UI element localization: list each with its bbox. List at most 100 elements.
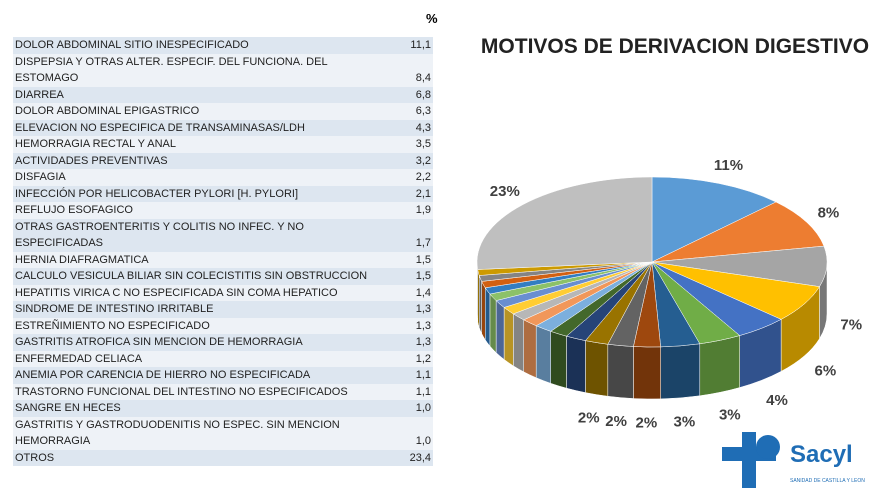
logo-name: Sacyl	[790, 441, 853, 468]
table-header: %	[426, 11, 438, 26]
table-row: HEMORRAGIA RECTAL Y ANAL 3,5	[13, 136, 433, 153]
cell-name: HEPATITIS VIRICA C NO ESPECIFICADA SIN C…	[15, 286, 338, 299]
pie-side	[495, 300, 505, 360]
logo: Sacyl SANIDAD DE CASTILLA Y LEON	[722, 432, 865, 488]
table-row: REFLUJO ESOFAGICO 1,9	[13, 202, 433, 219]
cell-name: DOLOR ABDOMINAL EPIGASTRICO	[15, 105, 200, 117]
cell-name: REFLUJO ESOFAGICO	[15, 204, 133, 216]
table: DOLOR ABDOMINAL SITIO INESPECIFICADO 11,1…	[13, 37, 433, 466]
table-row: ELEVACION NO ESPECIFICA DE TRANSAMINASAS…	[13, 119, 433, 136]
pie-slice	[651, 176, 777, 263]
table-row: GASTRITIS Y GASTRODUODENITIS NO ESPEC. S…	[13, 416, 433, 450]
table-row: SINDROME DE INTESTINO IRRITABLE 1,3	[13, 301, 433, 318]
table-row: HEPATITIS VIRICA C NO ESPECIFICADA SIN C…	[13, 284, 433, 301]
pie-side	[489, 293, 497, 354]
cell-value: 1,3	[415, 319, 431, 332]
chart-title: MOTIVOS DE DERIVACION DIGESTIVO	[481, 35, 869, 58]
table-row: SANGRE EN HECES 1,0	[13, 400, 433, 417]
cell-name: GASTRITIS ATROFICA SIN MENCION DE HEMORR…	[15, 336, 303, 348]
cell-name: ANEMIA POR CARENCIA DE HIERRO NO ESPECIF…	[15, 369, 311, 381]
table-row: DIARREA 6,8	[13, 86, 433, 103]
table-row: ANEMIA POR CARENCIA DE HIERRO NO ESPECIF…	[13, 367, 433, 384]
pie-side	[523, 319, 537, 379]
cell-name: TRASTORNO FUNCIONAL DEL INTESTINO NO ESP…	[15, 385, 348, 398]
table-row: CALCULO VESICULA BILIAR SIN COLECISTITIS…	[13, 268, 433, 285]
cell-value: 1,5	[415, 270, 431, 282]
cell-value: 4,3	[415, 121, 431, 134]
data-label: 6%	[815, 362, 837, 379]
cell-name: SINDROME DE INTESTINO IRRITABLE	[15, 303, 214, 315]
pie-side	[503, 306, 514, 367]
cell-name: SANGRE EN HECES	[15, 402, 121, 414]
pie-side	[535, 325, 552, 384]
table-row: HERNIA DIAFRAGMATICA 1,5	[13, 251, 433, 268]
table-row: TRASTORNO FUNCIONAL DEL INTESTINO NO ESP…	[13, 383, 433, 400]
pie-side	[633, 346, 661, 400]
cell-value: 6,3	[415, 105, 431, 117]
data-label: 2%	[605, 413, 627, 430]
cell-name: ELEVACION NO ESPECIFICA DE TRANSAMINASAS…	[15, 121, 305, 134]
data-label: 4%	[766, 392, 788, 409]
cell-value: 23,4	[409, 451, 431, 464]
pie-side	[585, 340, 609, 397]
cell-name: ENFERMEDAD CELIACA	[15, 352, 143, 365]
table-row: DISFAGIA 2,2	[13, 169, 433, 186]
pie-side	[476, 261, 478, 322]
cell-value: 3,5	[415, 138, 431, 150]
cell-value: 2,1	[415, 187, 431, 200]
cell-value: 1,3	[415, 303, 431, 315]
data-label: 8%	[818, 205, 840, 222]
pie-slice	[476, 176, 653, 270]
cell-value: 11,1	[410, 39, 431, 51]
pie-side	[478, 275, 482, 334]
table-row: DISPEPSIA Y OTRAS ALTER. ESPECIF. DEL FU…	[13, 53, 433, 87]
table-row: OTRAS GASTROENTERITIS Y COLITIS NO INFEC…	[13, 218, 433, 252]
cell-value: 1,2	[415, 352, 431, 365]
table-row: DOLOR ABDOMINAL SITIO INESPECIFICADO 11,1	[13, 37, 433, 54]
pie-slice	[651, 201, 825, 263]
table-row: INFECCIÓN POR HELICOBACTER PYLORI [H. PY…	[13, 185, 433, 202]
table-row: ESTREÑIMIENTO NO ESPECIFICADO 1,3	[13, 317, 433, 334]
pie-side	[513, 313, 524, 373]
cell-name: ESTREÑIMIENTO NO ESPECIFICADO	[15, 319, 210, 332]
logo-subtitle: SANIDAD DE CASTILLA Y LEON	[790, 478, 865, 484]
table-row: GASTRITIS ATROFICA SIN MENCION DE HEMORR…	[13, 334, 433, 351]
pie-side	[550, 330, 567, 389]
cell-value: 1,0	[415, 402, 431, 414]
cell-name: HEMORRAGIA RECTAL Y ANAL	[15, 138, 176, 150]
cell-name: ACTIVIDADES PREVENTIVAS	[15, 154, 168, 167]
pie-side	[660, 343, 701, 400]
data-label: 2%	[635, 415, 657, 432]
cell-name: DIARREA	[15, 88, 64, 101]
cell-name: DOLOR ABDOMINAL SITIO INESPECIFICADO	[15, 39, 249, 51]
cell-value: 1,4	[415, 286, 431, 299]
cell-name: INFECCIÓN POR HELICOBACTER PYLORI [H. PY…	[15, 187, 298, 200]
cell-name: CALCULO VESICULA BILIAR SIN COLECISTITIS…	[15, 270, 368, 282]
data-label: 23%	[490, 183, 520, 200]
cell-value: 1,7	[415, 237, 431, 249]
cell-name: OTRAS GASTROENTERITIS Y COLITIS NO INFEC…	[15, 220, 304, 250]
pie-side	[607, 343, 634, 399]
cell-name: GASTRITIS Y GASTRODUODENITIS NO ESPEC. S…	[15, 418, 340, 448]
cell-value: 6,8	[415, 88, 431, 101]
logo-circle	[756, 435, 780, 459]
pie-side	[481, 281, 486, 341]
pie-side	[699, 335, 740, 397]
cell-value: 1,0	[415, 435, 431, 447]
cell-value: 8,4	[415, 72, 431, 84]
table-row: OTROS 23,4	[13, 449, 433, 466]
table-row: ENFERMEDAD CELIACA 1,2	[13, 350, 433, 367]
cell-value: 1,1	[415, 369, 431, 381]
cell-value: 1,3	[415, 336, 431, 348]
pie-side	[485, 286, 491, 347]
cell-value: 2,2	[415, 171, 431, 183]
cell-name: OTROS	[15, 451, 55, 464]
cell-value: 3,2	[415, 154, 431, 167]
data-label: 3%	[719, 406, 741, 423]
cell-value: 1,9	[415, 204, 431, 216]
cell-value: 1,5	[415, 253, 431, 266]
table-row: ACTIVIDADES PREVENTIVAS 3,2	[13, 152, 433, 169]
data-label: 7%	[840, 316, 862, 333]
